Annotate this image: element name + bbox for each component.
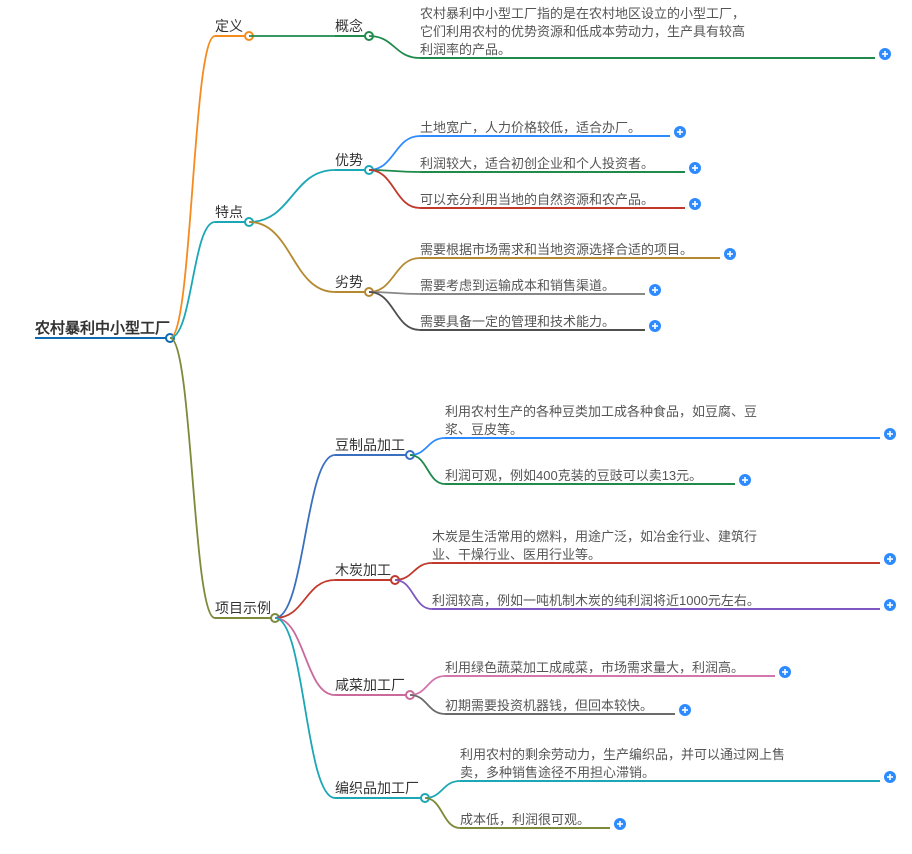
leaf-text: 它们利用农村的优势资源和低成本劳动力，生产具有较高 — [420, 24, 745, 39]
connector — [410, 676, 445, 695]
leaf-text: 可以充分利用当地的自然资源和农产品。 — [420, 192, 654, 207]
node-soy: 豆制品加工 — [335, 437, 405, 453]
connector — [369, 170, 420, 208]
expand-button[interactable] — [614, 818, 626, 830]
expand-button[interactable] — [674, 126, 686, 138]
node-concept: 概念 — [335, 18, 363, 34]
expand-button[interactable] — [679, 704, 691, 716]
connector — [369, 258, 420, 292]
node-pickle: 咸菜加工厂 — [335, 677, 405, 693]
leaf-text: 利润较高，例如一吨机制木炭的纯利润将近1000元左右。 — [432, 593, 760, 608]
connector — [425, 781, 460, 798]
connector — [410, 438, 445, 455]
connector — [395, 580, 432, 609]
expand-button[interactable] — [724, 248, 736, 260]
expand-button[interactable] — [689, 198, 701, 210]
leaf-text: 利用农村的剩余劳动力，生产编织品，并可以通过网上售 — [460, 747, 785, 762]
node-disadvantages: 劣势 — [335, 274, 363, 290]
leaf-text: 木炭是生活常用的燃料，用途广泛，如冶金行业、建筑行 — [432, 529, 757, 544]
expand-button[interactable] — [649, 320, 661, 332]
connector — [170, 222, 215, 338]
connector — [249, 170, 335, 222]
node-knit: 编织品加工厂 — [335, 780, 419, 796]
leaf-text: 需要根据市场需求和当地资源选择合适的项目。 — [420, 242, 693, 257]
leaf-text: 需要考虑到运输成本和销售渠道。 — [420, 278, 615, 293]
leaf-text: 成本低，利润很可观。 — [460, 812, 590, 827]
connector — [369, 292, 420, 330]
root-label: 农村暴利中小型工厂 — [34, 319, 170, 337]
expand-button[interactable] — [689, 162, 701, 174]
node-features: 特点 — [215, 204, 243, 220]
node-examples: 项目示例 — [215, 600, 271, 616]
leaf-text: 卖，多种销售途径不用担心滞销。 — [460, 765, 655, 780]
expand-button[interactable] — [649, 284, 661, 296]
connector — [275, 618, 335, 695]
expand-button[interactable] — [739, 474, 751, 486]
connector — [369, 36, 420, 58]
leaf-text: 初期需要投资机器钱，但回本较快。 — [445, 698, 653, 713]
connector — [369, 136, 420, 170]
connector — [249, 222, 335, 292]
connector — [170, 36, 215, 338]
expand-button[interactable] — [884, 553, 896, 565]
expand-button[interactable] — [884, 771, 896, 783]
leaf-text: 利润率的产品。 — [420, 42, 511, 57]
connector — [425, 798, 460, 828]
expand-button[interactable] — [779, 666, 791, 678]
leaf-text: 利润可观，例如400克装的豆豉可以卖13元。 — [445, 468, 702, 483]
expand-button[interactable] — [884, 428, 896, 440]
mindmap-canvas: 农村暴利中小型工厂 定义 概念 农村暴利中小型工厂指的是在农村地区设立的小型工厂， 它们… — [0, 0, 912, 854]
leaf-text: 业、干燥行业、医用行业等。 — [432, 547, 601, 562]
leaf-text: 需要具备一定的管理和技术能力。 — [420, 314, 615, 329]
expand-button[interactable] — [884, 599, 896, 611]
leaf-text: 利用农村生产的各种豆类加工成各种食品，如豆腐、豆 — [445, 404, 757, 419]
leaf-text: 土地宽广，人力价格较低，适合办厂。 — [420, 120, 641, 135]
leaf-text: 利润较大，适合初创企业和个人投资者。 — [420, 156, 654, 171]
expand-button[interactable] — [879, 48, 891, 60]
connector — [275, 618, 335, 798]
leaf-text: 农村暴利中小型工厂指的是在农村地区设立的小型工厂， — [420, 6, 745, 21]
leaf-text: 利用绿色蔬菜加工成咸菜，市场需求量大，利润高。 — [445, 660, 744, 675]
leaf-text: 浆、豆皮等。 — [445, 422, 523, 437]
connector — [170, 338, 215, 618]
connector — [410, 695, 445, 714]
node-advantages: 优势 — [335, 152, 363, 168]
connector — [275, 455, 335, 618]
connector — [410, 455, 445, 484]
node-definition: 定义 — [215, 18, 243, 34]
connector — [395, 563, 432, 580]
node-charcoal: 木炭加工 — [335, 562, 391, 578]
